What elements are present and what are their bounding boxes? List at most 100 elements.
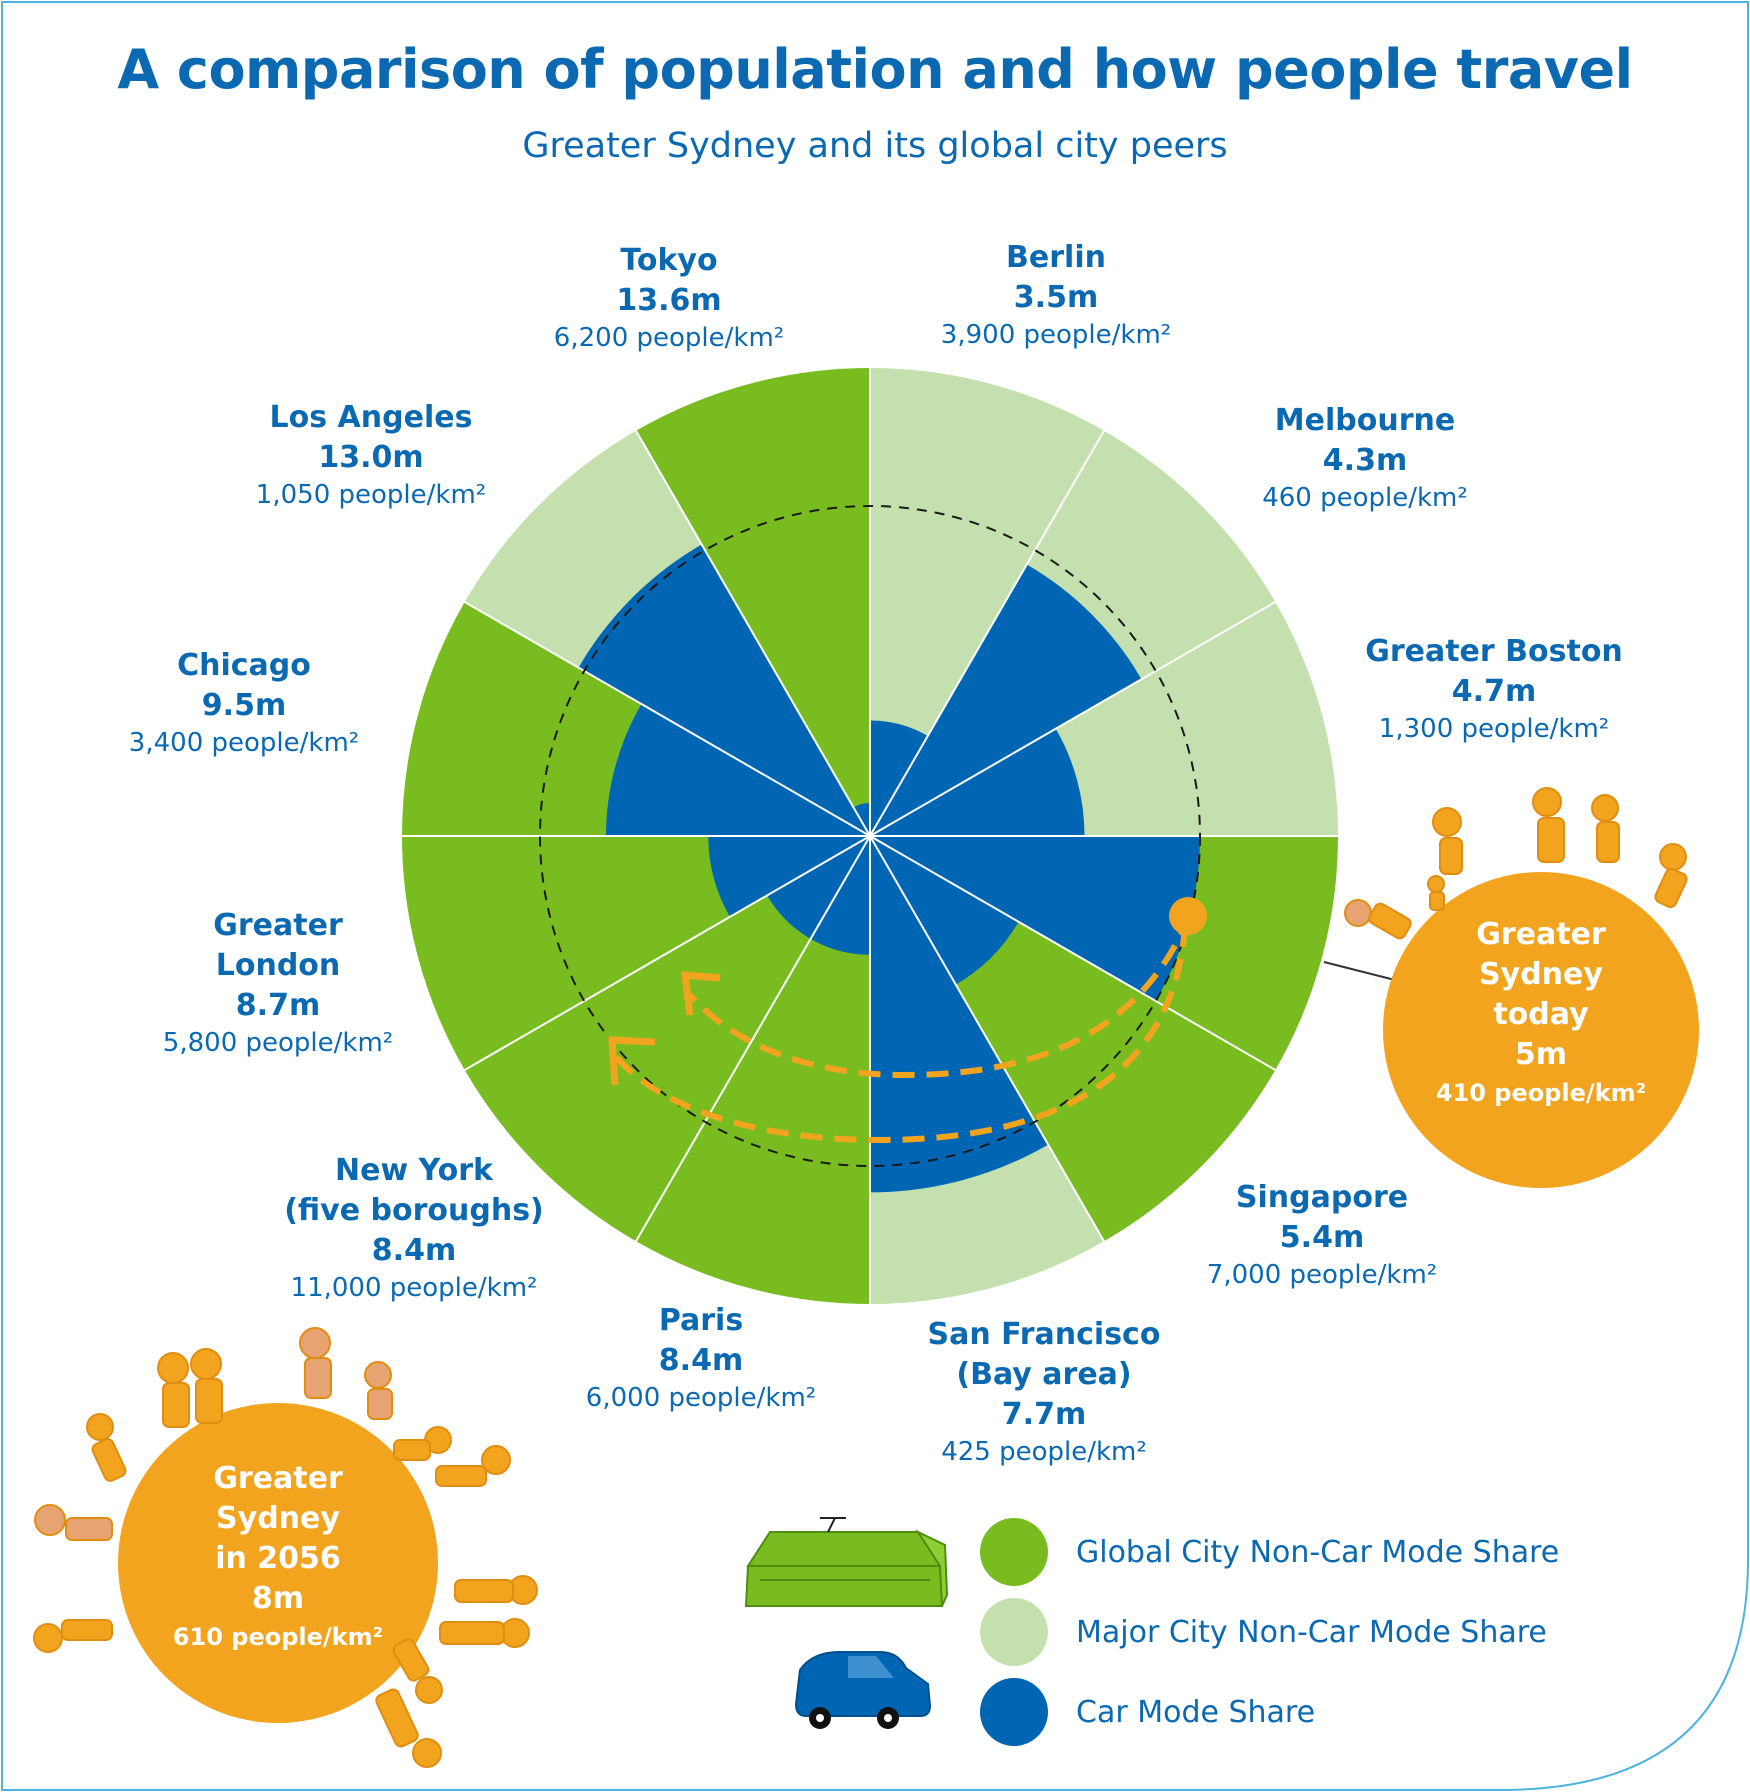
legend-swatch-global xyxy=(980,1518,1048,1586)
label-new-york: New York (five boroughs) 8.4m 11,000 peo… xyxy=(204,1151,624,1305)
sector-divider-2 xyxy=(869,601,1276,837)
legend-swatch-car xyxy=(980,1678,1048,1746)
car-share-wedges xyxy=(578,544,1200,1193)
sector-divider-11 xyxy=(635,430,871,837)
city-name: Chicago xyxy=(177,648,311,683)
sector-car-share-10 xyxy=(578,544,870,836)
sydney-2056-population: 8m xyxy=(251,1581,305,1616)
city-density: 425 people/km² xyxy=(941,1437,1147,1467)
sector-divider-7 xyxy=(635,835,871,1242)
sector-car-share-0 xyxy=(870,720,928,836)
legend-item-major: Major City Non-Car Mode Share xyxy=(980,1597,1547,1667)
city-population: 4.3m xyxy=(1322,443,1408,478)
page-title: A comparison of population and how peopl… xyxy=(117,38,1633,101)
sydney-2056-label: Greater Sydney in 2056 xyxy=(213,1461,343,1576)
city-population: 5.4m xyxy=(1279,1220,1365,1255)
city-name: Tokyo xyxy=(620,243,718,278)
label-berlin: Berlin 3.5m 3,900 people/km² xyxy=(846,238,1266,352)
legend-swatch-major xyxy=(980,1598,1048,1666)
city-name: Berlin xyxy=(1006,240,1106,275)
sydney-reference-circle xyxy=(539,505,1201,1167)
city-density: 6,000 people/km² xyxy=(585,1383,817,1413)
sydney-today-density: 410 people/km² xyxy=(1435,1079,1647,1107)
arrow-head-inner xyxy=(680,971,721,1016)
tram-icon xyxy=(744,1517,949,1607)
city-density: 7,000 people/km² xyxy=(1206,1260,1438,1290)
label-san-francisco: San Francisco (Bay area) 7.7m 425 people… xyxy=(834,1315,1254,1469)
sector-car-share-4 xyxy=(870,836,1019,985)
sector-car-share-7 xyxy=(767,836,870,939)
sector-non-car-7 xyxy=(464,836,870,1242)
legend-label: Car Mode Share xyxy=(1076,1694,1316,1730)
sector-non-car-0 xyxy=(870,368,1104,836)
city-population: 8.7m xyxy=(235,988,321,1023)
legend-item-global: Global City Non-Car Mode Share xyxy=(980,1517,1559,1587)
city-population: 8.4m xyxy=(658,1343,744,1378)
city-density: 1,050 people/km² xyxy=(255,480,487,510)
label-los-angeles: Los Angeles 13.0m 1,050 people/km² xyxy=(161,398,581,512)
sector-car-share-5 xyxy=(870,836,1049,1193)
city-density: 3,900 people/km² xyxy=(940,320,1172,350)
arrow-path-inner xyxy=(687,913,1193,1079)
arrow-path-outer xyxy=(612,924,1188,1144)
sector-divider-1 xyxy=(869,430,1105,837)
label-greater-london: Greater London 8.7m 5,800 people/km² xyxy=(68,906,488,1060)
growth-arrows xyxy=(608,897,1207,1144)
city-density: 5,800 people/km² xyxy=(162,1028,394,1058)
label-greater-boston: Greater Boston 4.7m 1,300 people/km² xyxy=(1284,632,1704,746)
page-subtitle: Greater Sydney and its global city peers xyxy=(522,126,1228,166)
sector-car-share-2 xyxy=(870,728,1085,836)
sydney-today-label: Greater Sydney today xyxy=(1476,917,1606,1032)
label-chicago: Chicago 9.5m 3,400 people/km² xyxy=(34,646,454,760)
label-melbourne: Melbourne 4.3m 460 people/km² xyxy=(1155,401,1575,515)
city-name: Greater London xyxy=(213,908,343,983)
city-density: 11,000 people/km² xyxy=(290,1273,538,1303)
sydney-marker-dot xyxy=(1169,897,1207,935)
city-density: 1,300 people/km² xyxy=(1378,714,1610,744)
sector-non-car-11 xyxy=(636,368,870,836)
legend-label: Major City Non-Car Mode Share xyxy=(1076,1614,1547,1650)
city-density: 3,400 people/km² xyxy=(128,728,360,758)
sector-divider-5 xyxy=(869,835,1105,1242)
city-name: Greater Boston xyxy=(1365,634,1623,669)
label-paris: Paris 8.4m 6,000 people/km² xyxy=(491,1301,911,1415)
sydney-2056-bubble xyxy=(118,1403,438,1723)
city-name: San Francisco (Bay area) xyxy=(927,1317,1161,1392)
car-icon xyxy=(794,1651,932,1729)
sydney-2056-text: Greater Sydney in 2056 8m 610 people/km² xyxy=(137,1459,419,1655)
arrow-head-outer xyxy=(608,1036,656,1086)
city-name: Paris xyxy=(658,1303,744,1338)
city-population: 9.5m xyxy=(201,688,287,723)
city-name: New York (five boroughs) xyxy=(284,1153,544,1228)
sector-dividers xyxy=(402,368,1338,1304)
city-population: 13.0m xyxy=(318,440,424,475)
sector-car-share-6 xyxy=(810,836,870,955)
sydney-2056-density: 610 people/km² xyxy=(172,1623,384,1651)
city-density: 460 people/km² xyxy=(1262,483,1468,513)
legend-item-car: Car Mode Share xyxy=(980,1677,1315,1747)
sector-car-share-3 xyxy=(870,836,1200,1001)
sydney-today-text: Greater Sydney today 5m 410 people/km² xyxy=(1400,915,1682,1111)
city-density: 6,200 people/km² xyxy=(553,323,785,353)
people-figures-icon xyxy=(33,787,1688,1768)
sector-non-car-6 xyxy=(636,836,870,1304)
city-name: Los Angeles xyxy=(269,400,473,435)
sector-divider-8 xyxy=(464,835,871,1071)
sydney-today-bubble xyxy=(1383,872,1699,1188)
sydney-today-population: 5m xyxy=(1514,1037,1568,1072)
sector-divider-4 xyxy=(869,835,1276,1071)
sector-car-share-8 xyxy=(708,836,870,917)
label-tokyo: Tokyo 13.6m 6,200 people/km² xyxy=(459,241,879,355)
city-population: 3.5m xyxy=(1013,280,1099,315)
city-name: Singapore xyxy=(1235,1180,1409,1215)
legend-label: Global City Non-Car Mode Share xyxy=(1076,1534,1560,1570)
city-population: 4.7m xyxy=(1451,674,1537,709)
city-population: 7.7m xyxy=(1001,1397,1087,1432)
label-singapore: Singapore 5.4m 7,000 people/km² xyxy=(1112,1178,1532,1292)
sector-car-share-9 xyxy=(606,704,870,836)
city-population: 8.4m xyxy=(371,1233,457,1268)
city-population: 13.6m xyxy=(616,283,722,318)
